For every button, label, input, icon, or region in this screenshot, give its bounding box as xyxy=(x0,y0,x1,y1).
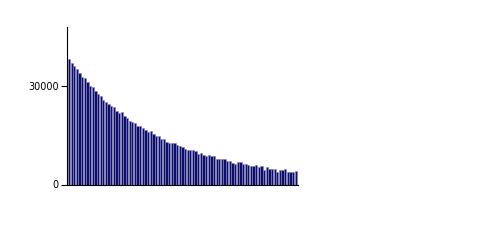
Bar xyxy=(247,165,250,184)
Bar xyxy=(224,159,226,184)
Bar xyxy=(97,94,99,184)
Bar xyxy=(120,112,123,184)
Bar xyxy=(279,170,281,184)
Bar xyxy=(168,143,170,184)
Bar xyxy=(213,156,215,184)
Bar xyxy=(189,151,192,184)
Bar xyxy=(99,96,102,184)
Bar xyxy=(68,59,70,184)
Bar xyxy=(108,104,110,184)
Bar xyxy=(147,132,149,184)
Bar xyxy=(260,166,263,184)
Bar xyxy=(92,88,94,184)
Bar xyxy=(210,156,213,184)
Bar xyxy=(274,169,276,184)
Bar xyxy=(234,164,236,184)
Bar xyxy=(160,139,162,184)
Bar xyxy=(176,145,178,184)
Bar xyxy=(197,154,199,184)
Bar xyxy=(237,162,239,184)
Bar xyxy=(89,86,91,184)
Bar xyxy=(252,166,255,184)
Bar xyxy=(244,164,247,184)
Bar xyxy=(192,150,194,184)
Bar xyxy=(205,156,207,184)
Bar xyxy=(131,122,133,184)
Bar xyxy=(265,167,268,184)
Bar xyxy=(295,171,297,184)
Bar xyxy=(78,74,81,184)
Bar xyxy=(216,159,218,184)
Bar xyxy=(155,136,157,184)
Bar xyxy=(123,116,126,184)
Bar xyxy=(113,107,115,184)
Bar xyxy=(242,164,244,184)
Bar xyxy=(208,155,210,184)
Bar xyxy=(200,153,202,184)
Bar xyxy=(181,147,183,184)
Bar xyxy=(144,130,146,184)
Bar xyxy=(126,117,128,184)
Bar xyxy=(184,149,186,184)
Bar xyxy=(136,126,139,184)
Bar xyxy=(73,66,75,184)
Bar xyxy=(118,113,120,184)
Bar xyxy=(71,63,73,184)
Bar xyxy=(115,110,118,184)
Bar xyxy=(105,102,107,184)
Bar xyxy=(226,161,228,184)
Bar xyxy=(239,162,241,184)
Bar xyxy=(187,150,189,184)
Bar xyxy=(250,166,252,184)
Bar xyxy=(84,78,86,184)
Bar xyxy=(194,151,197,184)
Bar xyxy=(152,134,155,184)
Bar xyxy=(255,165,257,184)
Bar xyxy=(129,121,131,184)
Bar xyxy=(276,172,278,184)
Bar xyxy=(289,172,292,184)
Bar xyxy=(102,100,105,184)
Bar xyxy=(171,142,173,184)
Bar xyxy=(268,169,271,184)
Bar xyxy=(157,136,160,184)
Bar xyxy=(134,123,136,184)
Bar xyxy=(203,155,204,184)
Bar xyxy=(163,139,165,184)
Bar xyxy=(258,167,260,184)
Bar xyxy=(231,163,234,184)
Bar xyxy=(229,162,231,184)
Bar xyxy=(81,76,84,184)
Bar xyxy=(150,130,152,184)
Bar xyxy=(221,159,223,184)
Bar xyxy=(287,172,289,184)
Bar xyxy=(218,159,220,184)
Bar xyxy=(179,146,181,184)
Bar xyxy=(86,82,89,184)
Bar xyxy=(173,143,176,184)
Bar xyxy=(284,169,287,184)
Bar xyxy=(166,142,168,184)
Bar xyxy=(142,128,144,184)
Bar xyxy=(271,169,273,184)
Bar xyxy=(76,69,78,184)
Bar xyxy=(292,172,294,184)
Bar xyxy=(139,126,141,184)
Bar xyxy=(281,170,284,184)
Bar xyxy=(263,170,265,184)
Bar xyxy=(110,106,112,184)
Bar xyxy=(94,91,96,184)
